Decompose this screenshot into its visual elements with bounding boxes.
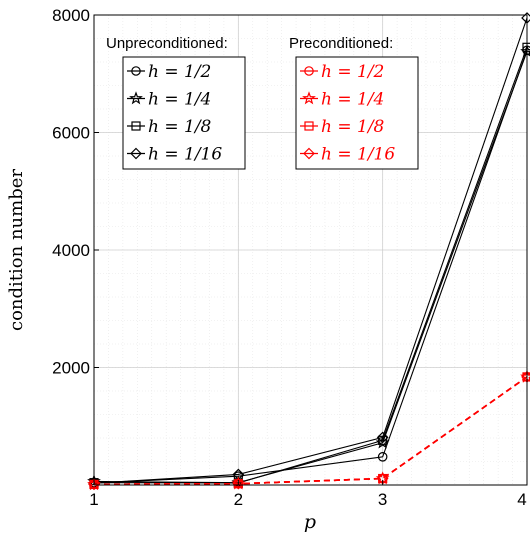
x-tick-label: 1 [89, 490, 98, 509]
data-point [88, 478, 100, 491]
series-line [93, 51, 528, 484]
legend-unpreconditioned: Unpreconditioned: h = 1/2 h = 1/4 h = 1/8 h… [106, 35, 246, 170]
legend-entry: h = 1/4 [300, 90, 384, 110]
data-point [521, 12, 530, 24]
legend-entry: h = 1/16 [127, 145, 222, 165]
legend-entry-label: h = 1/4 [321, 90, 384, 110]
legend-marker [304, 121, 314, 131]
x-tick-labels: 1 2 3 4 [89, 490, 526, 509]
legend-entry: h = 1/2 [127, 62, 211, 82]
x-tick-label: 4 [517, 490, 526, 509]
series-preconditioned-square [89, 372, 530, 490]
tick-marks [93, 14, 528, 485]
legend-title: Unpreconditioned: [106, 35, 228, 52]
series-preconditioned-circle [89, 372, 530, 490]
series-line [93, 47, 528, 484]
y-tick-label: 8000 [52, 6, 90, 25]
legend-preconditioned: Preconditioned: h = 1/2 h = 1/4 h = 1/8 h =… [289, 35, 419, 170]
series-line [93, 17, 528, 484]
y-tick-label: 6000 [52, 124, 90, 143]
series-preconditioned-star [87, 369, 530, 491]
series-preconditioned-diamond [88, 371, 530, 491]
legend-title: Preconditioned: [289, 35, 393, 52]
legend-marker [303, 147, 315, 160]
legend-entry: h = 1/16 [300, 145, 395, 165]
legend-entry-label: h = 1/4 [148, 90, 211, 110]
legend-box [122, 56, 246, 170]
legend-entry-label: h = 1/2 [321, 62, 384, 82]
legend-marker [129, 91, 143, 105]
legend-entry: h = 1/8 [300, 117, 385, 137]
legend-marker [130, 147, 142, 160]
legend-entry-label: h = 1/8 [148, 117, 212, 137]
legend-box [295, 56, 419, 170]
legend-entry-label: h = 1/16 [321, 145, 395, 165]
x-tick-label: 3 [378, 490, 387, 509]
legend-entry: h = 1/4 [127, 90, 211, 110]
data-point [376, 431, 389, 444]
y-tick-labels: 2000 4000 6000 8000 [52, 6, 90, 378]
legend-entry-label: h = 1/16 [148, 145, 222, 165]
y-axis-label: condition number [6, 169, 27, 331]
legend-marker [131, 66, 141, 76]
legend-entry: h = 1/2 [300, 62, 384, 82]
y-tick-label: 2000 [52, 359, 90, 378]
x-axis-label: p [304, 511, 316, 533]
legend-marker [131, 121, 141, 131]
series-line [93, 376, 528, 486]
x-tick-label: 2 [234, 490, 243, 509]
data-point [377, 451, 388, 462]
legend-marker [304, 66, 314, 76]
legend-entry: h = 1/8 [127, 117, 212, 137]
series-line [93, 50, 528, 484]
legend-entry-label: h = 1/8 [321, 117, 385, 137]
y-tick-label: 4000 [52, 241, 90, 260]
data-point [232, 477, 245, 490]
legend-entry-label: h = 1/2 [148, 62, 211, 82]
legend-marker [302, 91, 316, 105]
